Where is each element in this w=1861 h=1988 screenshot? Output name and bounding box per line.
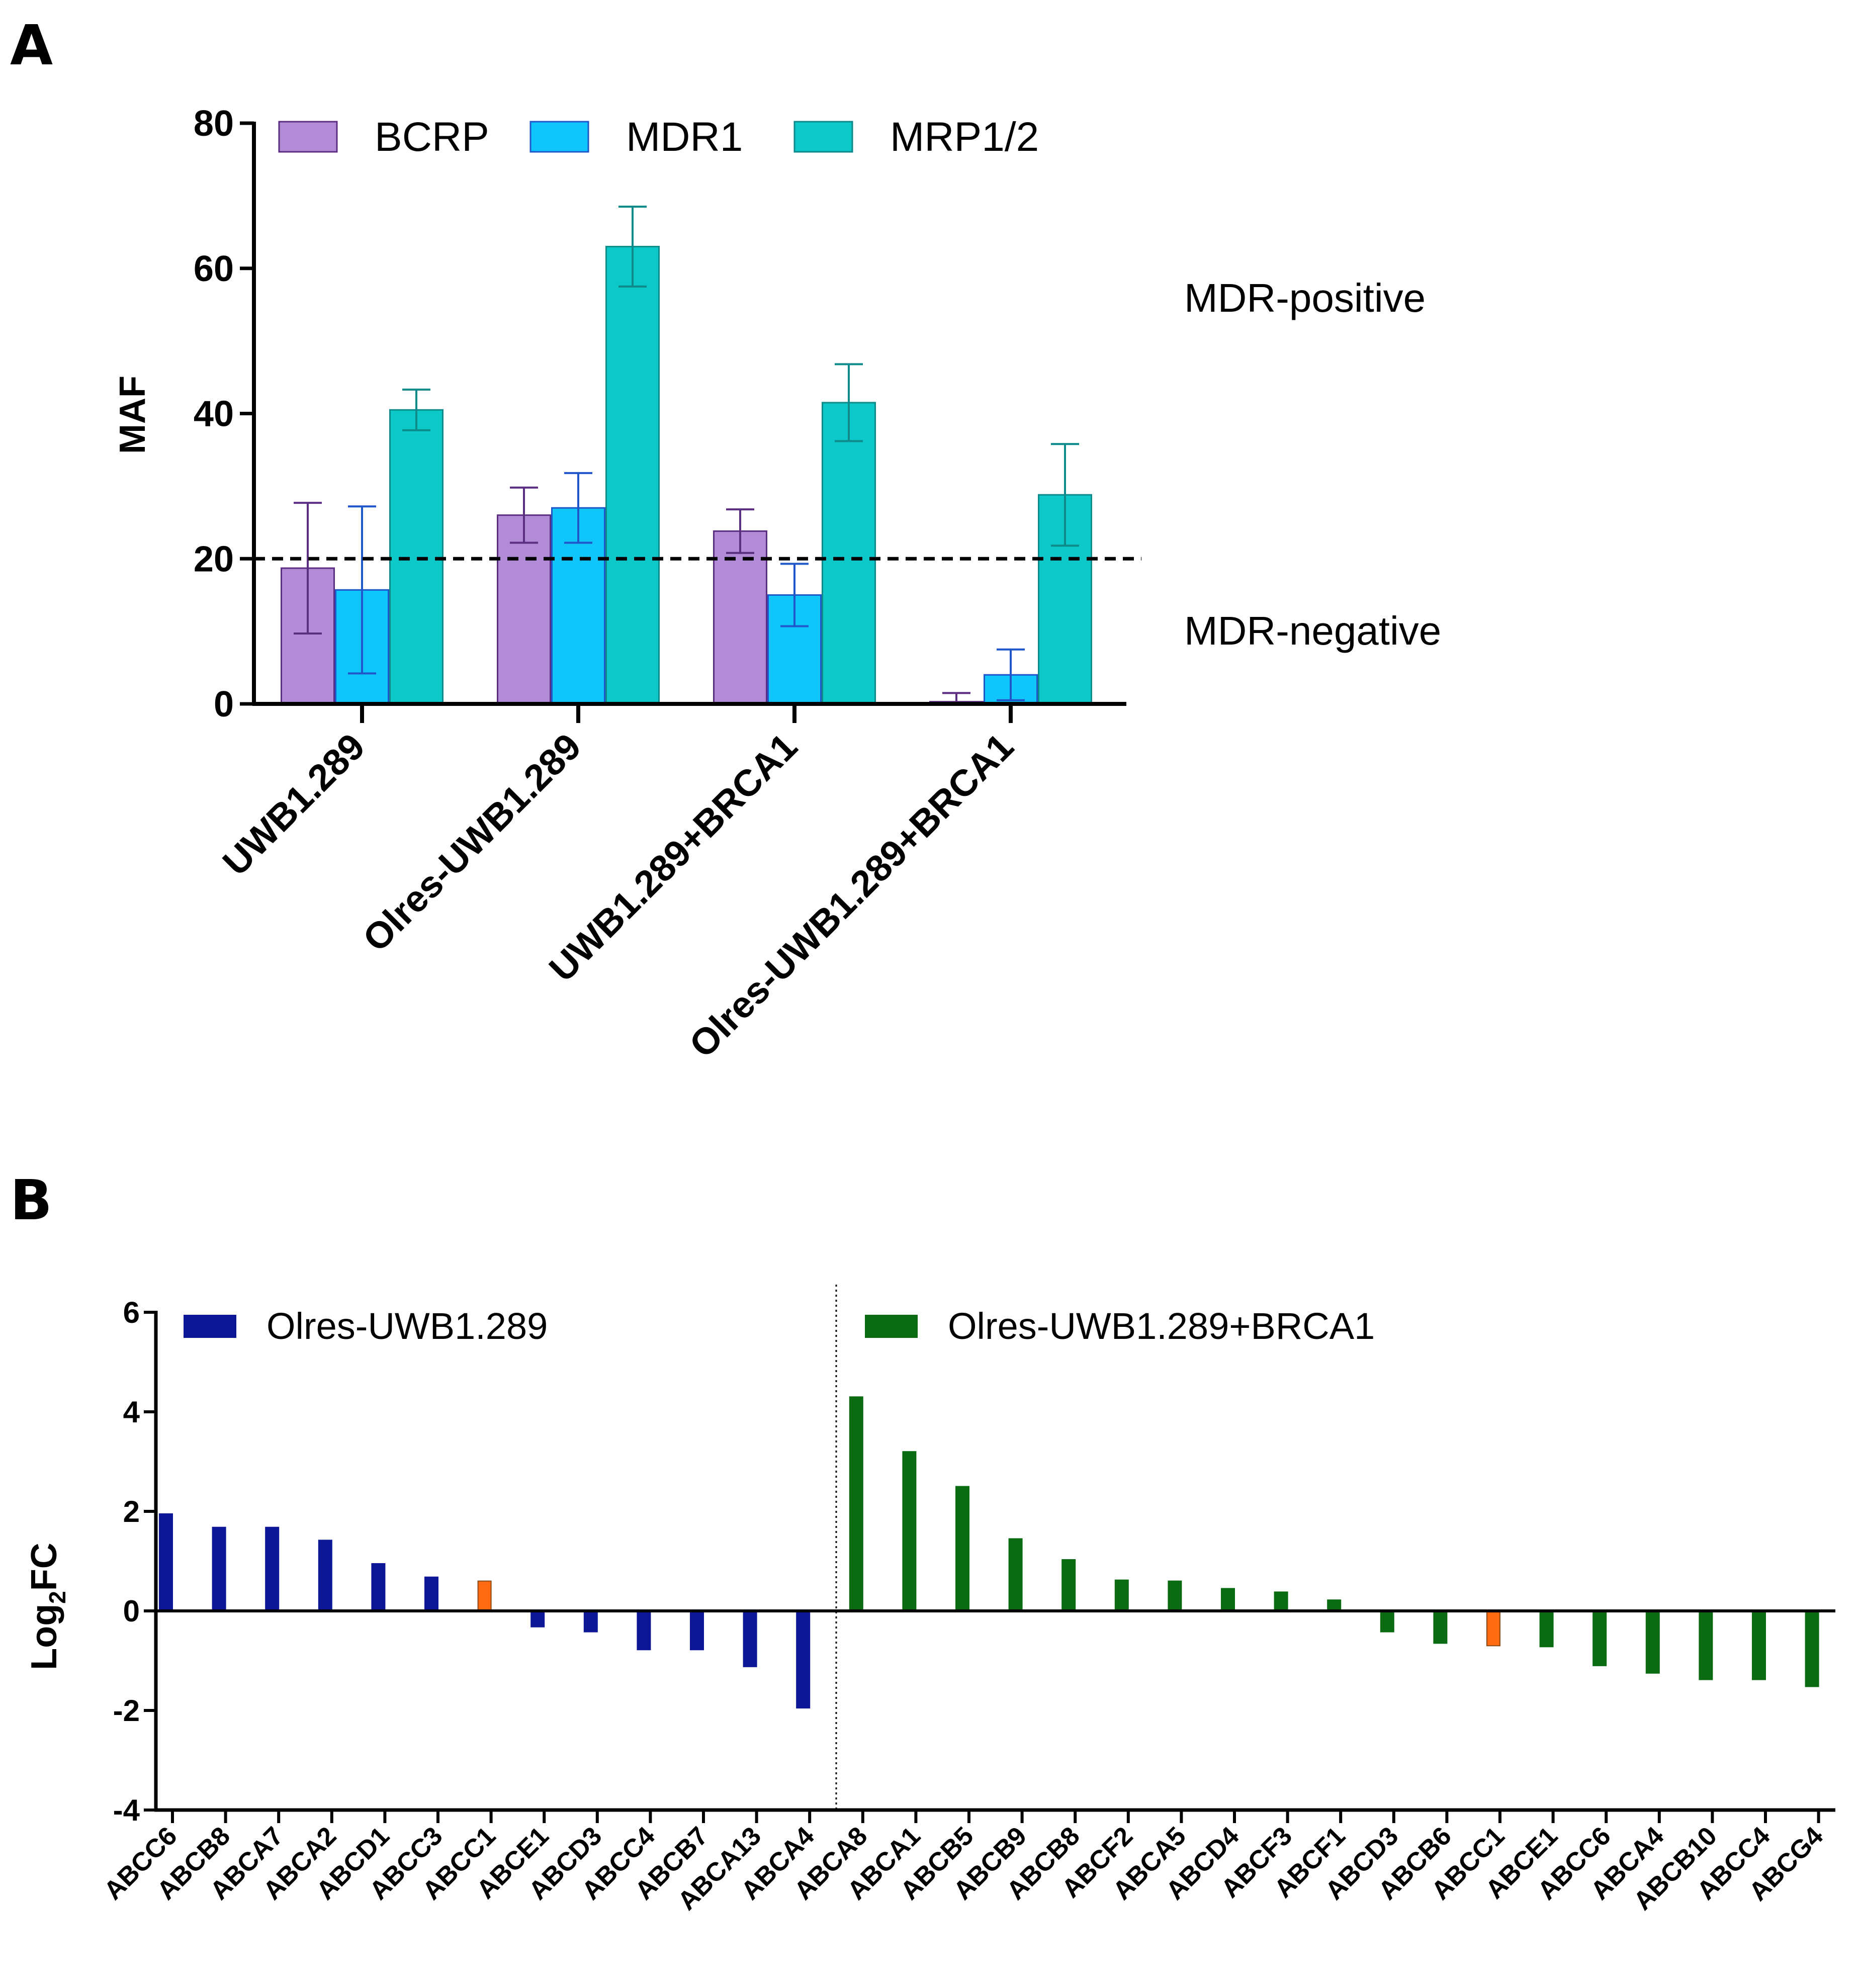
b-bar-olres-uwb1-289-brca1-abce1: [1539, 1610, 1554, 1648]
b-bar-olres-uwb1-289-brca1-abcb9: [1008, 1538, 1023, 1611]
panel-b-chart: Log2FC 6 4 2 0 -2 -4 Olres-UWB1.289 Olres-UWB1…: [24, 1285, 1835, 1916]
b-bar-olres-uwb1-289-brca1-abcb5: [955, 1486, 969, 1611]
b-legend-swatch-olres-uwb1-289: [184, 1315, 236, 1338]
b-bar-olres-uwb1-289-brca1-abcc1: [1486, 1610, 1500, 1647]
a-category-label: UWB1.289: [215, 726, 373, 884]
panel-a-letter: A: [10, 13, 53, 77]
a-legend-swatch-bcrp: [278, 121, 338, 153]
a-bar-mrp1-2-uwb1-289: [389, 409, 444, 705]
a-y-tick-label: 40: [194, 394, 234, 434]
b-bar-olres-uwb1-289-brca1-abcg4: [1805, 1610, 1819, 1687]
b-bar-olres-uwb1-289-brca1-abca8: [849, 1396, 863, 1612]
b-bar-olres-uwb1-289-brca1-abcd3: [1380, 1610, 1394, 1633]
a-category-label: Olres-UWB1.289: [355, 726, 589, 960]
b-bar-olres-uwb1-289-abca4: [796, 1610, 811, 1709]
mdr-negative-label: MDR-negative: [1184, 608, 1441, 653]
b-bar-olres-uwb1-289-abca7: [265, 1526, 280, 1611]
b-bar-olres-uwb1-289-brca1-abca4: [1645, 1610, 1660, 1674]
b-legend-swatch-olres-uwb1-289-brca1: [865, 1315, 918, 1338]
a-legend-label-mrp1-2: MRP1/2: [890, 114, 1039, 160]
b-bar-olres-uwb1-289-abca2: [318, 1540, 332, 1611]
b-bar-olres-uwb1-289-abcb8: [212, 1526, 226, 1611]
a-bar-mrp1-2-olres-uwb1-289: [605, 245, 660, 705]
mdr-positive-label: MDR-positive: [1184, 276, 1426, 320]
b-bar-olres-uwb1-289-abcc4: [637, 1610, 651, 1651]
panel-a-y-axis-title: MAF: [113, 376, 153, 454]
a-category-label: UWB1.289+BRCA1: [541, 726, 805, 989]
b-y-tick-label: 2: [123, 1495, 140, 1528]
b-bar-olres-uwb1-289-brca1-abcf2: [1114, 1579, 1129, 1612]
a-y-tick-label: 20: [194, 539, 234, 579]
b-y-tick-label: -4: [113, 1793, 140, 1827]
b-bar-olres-uwb1-289-brca1-abcb6: [1433, 1610, 1448, 1644]
b-bar-olres-uwb1-289-brca1-abcf3: [1274, 1591, 1288, 1611]
b-bar-olres-uwb1-289-abca13: [743, 1610, 757, 1667]
a-legend-swatch-mrp1-2: [793, 121, 853, 153]
b-bar-olres-uwb1-289-brca1-abcd4: [1221, 1588, 1235, 1611]
b-legend-label-olres-uwb1-289-brca1: Olres-UWB1.289+BRCA1: [948, 1305, 1375, 1347]
b-legend-label-olres-uwb1-289: Olres-UWB1.289: [267, 1305, 548, 1347]
b-bar-olres-uwb1-289-abcb7: [690, 1610, 704, 1651]
b-y-tick-label: 4: [123, 1395, 140, 1429]
a-bar-bcrp-uwb1-289-brca1: [713, 530, 767, 705]
a-y-tick-label: 60: [194, 249, 234, 289]
panel-b-y-axis-title: Log2FC: [24, 1543, 70, 1670]
a-legend-label-bcrp: BCRP: [375, 114, 489, 160]
b-bar-olres-uwb1-289-brca1-abcb8: [1061, 1559, 1076, 1612]
b-y-tick-label: 6: [123, 1296, 140, 1329]
b-bar-olres-uwb1-289-abcd3: [583, 1610, 598, 1633]
a-legend-swatch-mdr1: [529, 121, 589, 153]
panel-a-chart: MAF 0 20 40 60 80 BCRP MDR1 MRP1/2 UWB1.289Olr…: [113, 104, 1441, 1065]
panel-b-letter: B: [10, 1168, 52, 1232]
b-y-tick-label: -2: [113, 1694, 140, 1728]
b-bar-olres-uwb1-289-brca1-abca1: [902, 1451, 917, 1611]
b-bar-olres-uwb1-289-brca1-abcf1: [1327, 1599, 1342, 1611]
b-bar-olres-uwb1-289-brca1-abcc4: [1752, 1610, 1766, 1680]
a-y-tick-label: 0: [214, 684, 234, 725]
b-bar-olres-uwb1-289-abcc3: [424, 1576, 438, 1611]
a-legend-label-mdr1: MDR1: [626, 114, 743, 160]
b-bar-olres-uwb1-289-abcd1: [371, 1563, 386, 1611]
b-bar-olres-uwb1-289-abcc6: [159, 1513, 173, 1611]
b-bar-olres-uwb1-289-abce1: [530, 1610, 545, 1628]
b-bar-olres-uwb1-289-abcc1: [477, 1580, 492, 1612]
a-bar-mrp1-2-uwb1-289-brca1: [822, 402, 876, 705]
a-bar-bcrp-olres-uwb1-289: [497, 514, 551, 705]
b-bar-olres-uwb1-289-brca1-abca5: [1168, 1580, 1182, 1612]
b-y-tick-label: 0: [123, 1594, 140, 1628]
b-bar-olres-uwb1-289-brca1-abcb10: [1699, 1610, 1713, 1680]
a-y-tick-label: 80: [194, 104, 234, 144]
b-bar-olres-uwb1-289-brca1-abcc6: [1592, 1610, 1607, 1666]
